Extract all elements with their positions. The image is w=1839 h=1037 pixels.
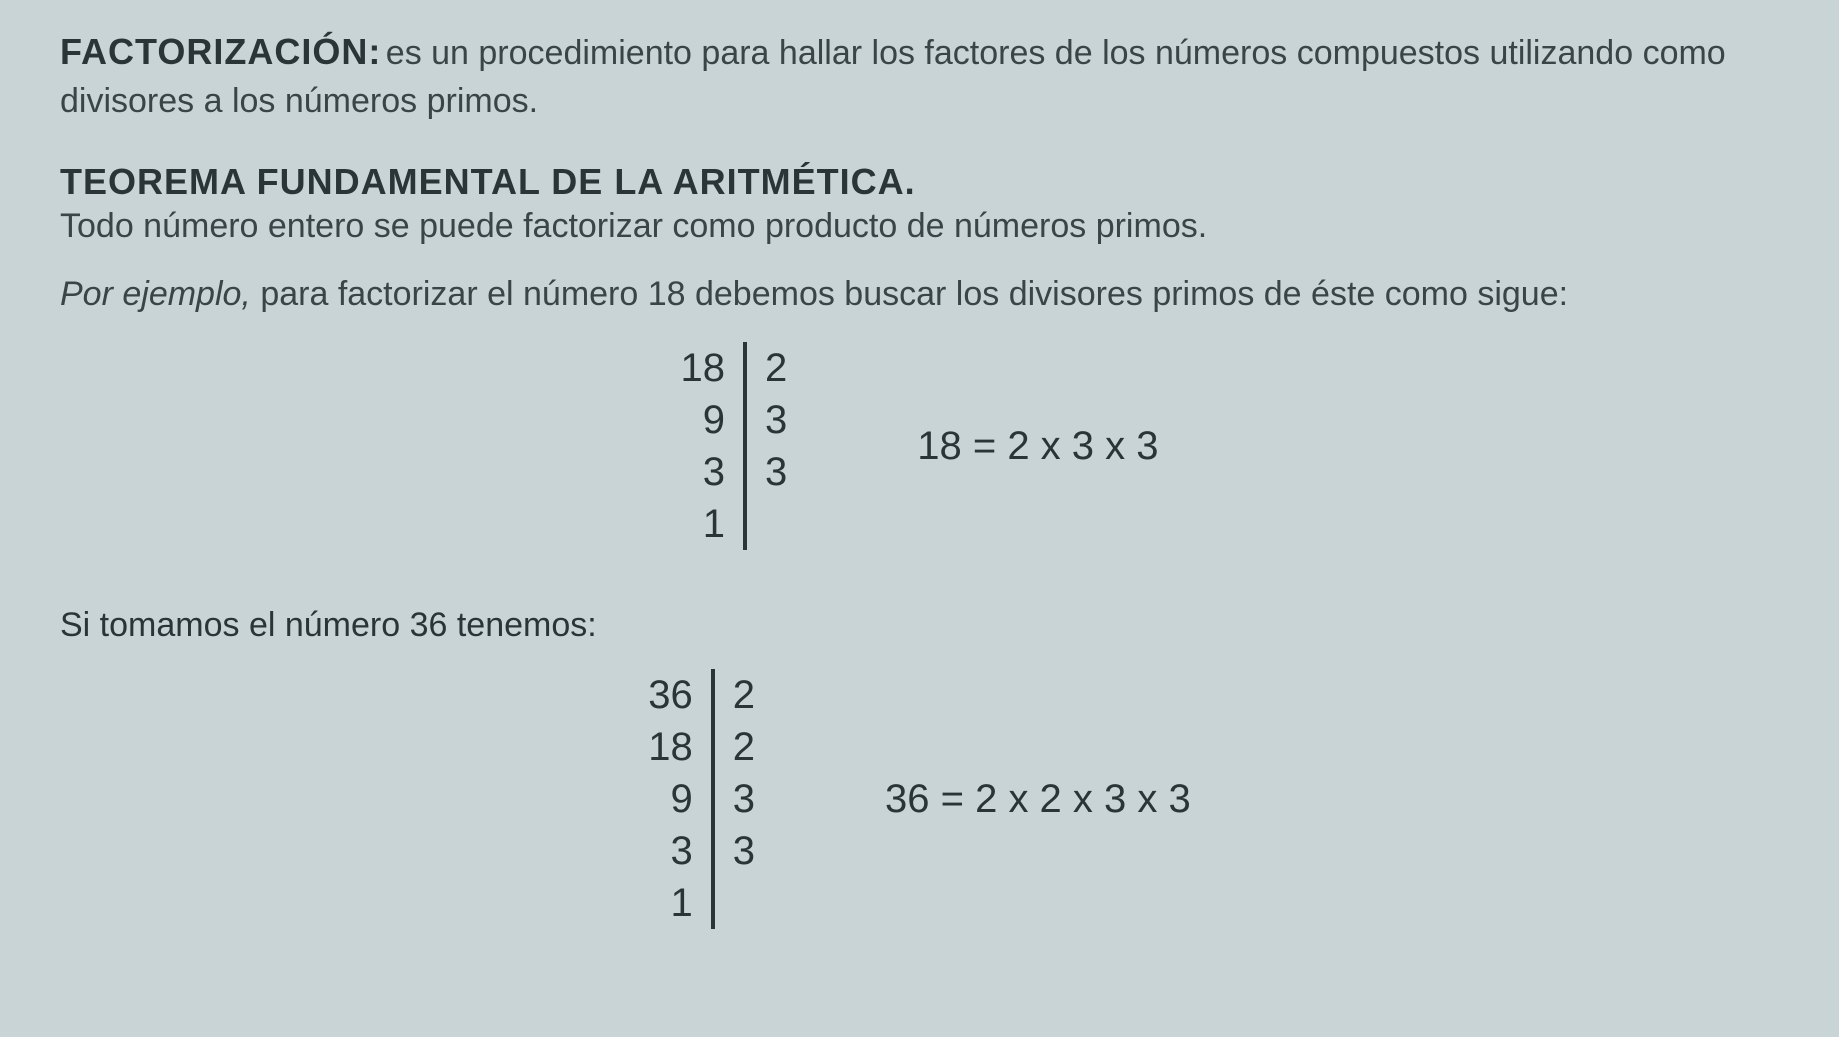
- result-36: 36 = 2 x 2 x 3 x 3: [885, 777, 1191, 822]
- example-intro: Por ejemplo, para factorizar el número 1…: [60, 271, 1779, 319]
- factor-cell: 3: [765, 394, 787, 446]
- factorization-18: 18 9 3 1 2 3 3 18 = 2 x 3 x 3: [60, 342, 1779, 550]
- factor-cell: 9: [703, 394, 725, 446]
- factor-cell: 3: [703, 446, 725, 498]
- subheading-36: Si tomamos el número 36 tenemos:: [60, 606, 1779, 645]
- factorization-36: 36 18 9 3 1 2 2 3 3 36 = 2 x 2 x 3 x 3: [60, 669, 1779, 929]
- factor-cell: 18: [648, 721, 693, 773]
- example-intro-italic: Por ejemplo,: [60, 275, 251, 313]
- factor-cell: 3: [733, 773, 755, 825]
- factor-right-col-18: 2 3 3: [747, 342, 787, 550]
- example-intro-rest: para factorizar el número 18 debemos bus…: [260, 275, 1568, 313]
- factor-right-col-36: 2 2 3 3: [715, 669, 755, 929]
- factor-cell: 2: [733, 669, 755, 721]
- factor-left-col-36: 36 18 9 3 1: [648, 669, 711, 929]
- factorizacion-paragraph: FACTORIZACIÓN: es un procedimiento para …: [60, 30, 1779, 125]
- factor-cell: 36: [648, 669, 693, 721]
- factorizacion-title: FACTORIZACIÓN:: [60, 31, 381, 72]
- teorema-title: TEOREMA FUNDAMENTAL DE LA ARITMÉTICA.: [60, 161, 916, 202]
- factor-cell: 1: [703, 498, 725, 550]
- teorema-text: Todo número entero se puede factorizar c…: [60, 203, 1779, 251]
- result-18: 18 = 2 x 3 x 3: [917, 424, 1158, 469]
- factor-cell: 18: [680, 342, 725, 394]
- factor-cell: 3: [733, 825, 755, 877]
- factor-cell: 9: [671, 773, 693, 825]
- factor-grid-36: 36 18 9 3 1 2 2 3 3: [648, 669, 755, 929]
- factor-left-col-18: 18 9 3 1: [680, 342, 743, 550]
- factor-grid-18: 18 9 3 1 2 3 3: [680, 342, 787, 550]
- teorema-heading: TEOREMA FUNDAMENTAL DE LA ARITMÉTICA.: [60, 161, 1779, 203]
- factor-cell: 3: [671, 825, 693, 877]
- factor-cell: 3: [765, 446, 787, 498]
- factor-cell: 2: [765, 342, 787, 394]
- factor-cell: 1: [671, 877, 693, 929]
- factor-cell: 2: [733, 721, 755, 773]
